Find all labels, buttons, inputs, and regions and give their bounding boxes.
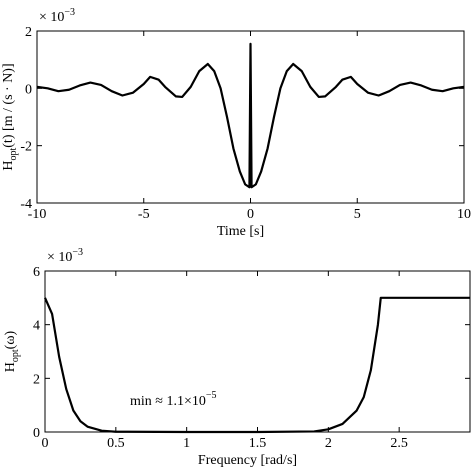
x-axis-label: Frequency [rad/s] bbox=[198, 453, 297, 468]
line-series bbox=[36, 42, 465, 189]
x-tick-label: -5 bbox=[138, 207, 150, 222]
multiplier-base: × 10 bbox=[39, 10, 64, 25]
multiplier-base: × 10 bbox=[47, 250, 72, 265]
y-label-main: H bbox=[3, 362, 18, 372]
multiplier-exponent: −3 bbox=[72, 247, 83, 258]
axes-frame bbox=[44, 270, 471, 433]
y-label-sub: opt bbox=[10, 349, 21, 362]
y-tick-label: -2 bbox=[20, 140, 32, 155]
y-axis-label: Hopt(t) [m / (s · N)] bbox=[1, 63, 19, 170]
x-axis-label: Time [s] bbox=[217, 224, 264, 239]
y-axis-label: Hopt(ω) bbox=[3, 330, 21, 372]
y-tick-label: 6 bbox=[33, 265, 40, 280]
x-tick-label: 5 bbox=[354, 207, 361, 222]
annotation-exponent: −5 bbox=[206, 390, 217, 401]
x-tick-label: 0 bbox=[42, 436, 49, 451]
annotation-text: min ≈ 1.1×10 bbox=[130, 394, 206, 409]
y-tick-label: 0 bbox=[25, 82, 32, 97]
y-tick-label: -4 bbox=[20, 197, 32, 212]
axis-multiplier: × 10−3 bbox=[39, 7, 75, 25]
x-tick-label: 2.5 bbox=[390, 436, 408, 451]
y-tick-label: 2 bbox=[33, 372, 40, 387]
y-tick-label: 0 bbox=[33, 426, 40, 441]
x-tick-label: 2 bbox=[325, 436, 332, 451]
x-tick-label: 0.5 bbox=[107, 436, 125, 451]
x-tick-label: 1.5 bbox=[249, 436, 267, 451]
axis-multiplier: × 10−3 bbox=[47, 247, 83, 265]
y-tick-label: 4 bbox=[33, 319, 40, 334]
x-tick-label: 1 bbox=[183, 436, 190, 451]
multiplier-exponent: −3 bbox=[64, 7, 75, 18]
y-label-rest: (t) [m / (s · N)] bbox=[1, 63, 16, 147]
line-series bbox=[43, 296, 470, 434]
x-tick-label: 10 bbox=[457, 207, 471, 222]
x-tick-label: 0 bbox=[247, 207, 254, 222]
y-label-sub: opt bbox=[8, 148, 19, 161]
annotation: min ≈ 1.1×10−5 bbox=[130, 390, 217, 409]
x-tick-label: -10 bbox=[28, 207, 47, 222]
y-label-rest: (ω) bbox=[3, 330, 18, 349]
y-label-main: H bbox=[1, 161, 16, 171]
y-tick-label: 2 bbox=[25, 25, 32, 40]
